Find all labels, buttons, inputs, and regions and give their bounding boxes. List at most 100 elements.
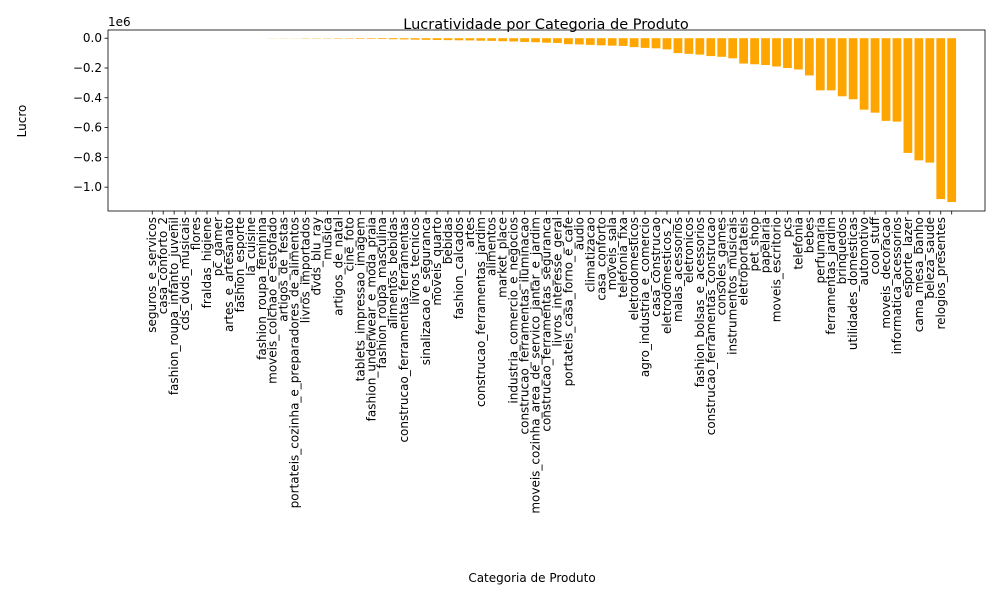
x-tick-label: cool_stuff [868, 216, 882, 274]
bar [903, 38, 913, 153]
x-tick-label: moveis_colchao_e_estofado [266, 217, 280, 384]
x-tick-label: agro_industria_e_comercio [638, 217, 652, 377]
bar [531, 38, 540, 43]
bar [618, 38, 628, 46]
x-tick-label: brinquedos [835, 217, 849, 284]
x-tick-label: papelaria [759, 217, 773, 273]
bar [465, 38, 475, 41]
x-axis-label: Categoria de Produto [468, 571, 595, 585]
x-tick-label: fashion_roupa_feminina [255, 217, 269, 360]
x-tick-label: fashion_underwear_e_moda_praia [364, 217, 378, 421]
x-tick-label: moveis_decoracao [879, 217, 893, 329]
x-tick-label: livros_importados [299, 217, 313, 323]
bar [684, 38, 694, 54]
x-tick-label: perfumaria [813, 217, 827, 283]
bar [542, 38, 551, 43]
x-tick-label: casa_conforto_2 [156, 217, 170, 314]
x-tick-label: ferramentas_jardim [824, 217, 838, 335]
x-tick-label: automotivo [857, 217, 871, 286]
x-tick-label: consoles_games [715, 217, 729, 315]
x-tick-label: alimentos [485, 217, 499, 276]
bar [717, 38, 727, 57]
y-tick-label: −0.4 [73, 91, 102, 105]
x-tick-label: esporte_lazer [901, 217, 915, 298]
x-tick-label: bebes [802, 217, 816, 253]
x-tick-label: eletrodomesticos [627, 217, 641, 320]
bar [772, 38, 781, 67]
x-tick-label: audio [572, 217, 586, 250]
x-tick-label: moveis_sala [605, 217, 619, 290]
x-tick-label: fraldas_higiene [200, 217, 214, 308]
x-tick-label: market_place [496, 217, 510, 298]
x-tick-label: tablets_impressao_imagem [353, 217, 367, 381]
bar [487, 38, 497, 41]
x-tick-label: telefonia [791, 217, 805, 270]
x-tick-label: moveis_cozinha_area_de_servico_jantar_e_… [529, 217, 543, 514]
x-tick-label: climatizacao [583, 217, 597, 292]
x-tick-label: fashion_bolsas_e_acessorios [693, 217, 707, 387]
plot-frame [107, 29, 986, 212]
bar [596, 38, 606, 46]
bar [815, 38, 825, 91]
y-axis-label: Lucro [15, 105, 29, 138]
bar [925, 38, 935, 163]
y-tick-label: −0.8 [73, 150, 102, 164]
bar [476, 38, 486, 41]
bar [629, 38, 639, 48]
x-tick-label: fashion_calcados [452, 217, 466, 319]
bar [728, 38, 738, 59]
bar [662, 38, 672, 50]
y-offset-label: 1e6 [108, 15, 131, 29]
x-tick-label: construcao_ferramentas_jardim [474, 217, 488, 407]
y-tick-label: −1.0 [73, 180, 102, 194]
bar [520, 38, 529, 42]
y-tick-label: −0.6 [73, 121, 102, 135]
x-tick-label: beleza_saude [923, 217, 937, 299]
x-tick-label: pcs [780, 217, 794, 237]
bar [673, 38, 683, 54]
bar [574, 38, 584, 45]
bar [859, 38, 869, 110]
x-tick-label: pet_shop [748, 217, 762, 272]
x-tick-label: malas_acessorios [671, 217, 685, 322]
x-tick-label: informatica_acessorios [890, 217, 904, 354]
x-tick-label: telefonia_fixa [616, 217, 630, 298]
bar [355, 38, 365, 39]
x-tick-label: livros_tecnicos [408, 217, 422, 305]
x-tick-label: cds_dvds_musicais [178, 217, 192, 330]
bar [881, 38, 891, 121]
x-tick-label: construcao_ferramentas_seguranca [540, 217, 554, 432]
x-tick-label: musica [320, 217, 334, 260]
x-tick-label: livros_interesse_geral [550, 217, 564, 347]
x-tick-label: fashion_roupa_infanto_juvenil [167, 217, 181, 395]
bar [421, 38, 431, 40]
bar [706, 38, 716, 57]
bar [509, 38, 519, 42]
x-tick-label: eletroportateis [737, 217, 751, 305]
bar [761, 38, 770, 66]
x-tick-label: construcao_ferramentas_construcao [704, 217, 718, 435]
bar [553, 38, 562, 43]
x-tick-label: eletrodomesticos_2 [660, 217, 674, 334]
x-tick-label: relogios_presentes [934, 217, 948, 330]
bar [498, 38, 508, 42]
x-tick-label: artigos_de_natal [331, 217, 345, 316]
y-tick-label: 0.0 [83, 31, 102, 45]
bar [826, 38, 836, 91]
x-tick-label: sinalizacao_e_seguranca [419, 217, 433, 365]
bar [651, 38, 661, 49]
bar [947, 38, 957, 203]
bar [454, 38, 464, 41]
bar [870, 38, 880, 113]
x-tick-label: fashion_esporte [233, 217, 247, 312]
x-tick-label: portateis_casa_forno_e_cafe [561, 217, 575, 386]
x-tick-label: utilidades_domesticas [846, 217, 860, 350]
x-tick-label: artes_e_artesanato [222, 217, 236, 332]
x-tick-label: construcao_ferramentas_ferramentas [397, 217, 411, 443]
chart-title: Lucratividade por Categoria de Produto [403, 17, 689, 33]
x-tick-label: instrumentos_musicais [726, 217, 740, 355]
bar [585, 38, 595, 45]
bar [936, 38, 946, 200]
x-tick-label: bebidas [441, 217, 455, 264]
bar [443, 38, 453, 41]
